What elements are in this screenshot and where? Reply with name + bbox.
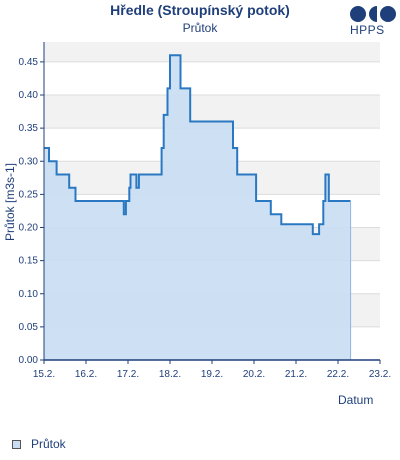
series-line bbox=[44, 54, 351, 236]
x-tick-label: 23.2. bbox=[369, 369, 391, 380]
x-tick-label: 17.2. bbox=[117, 369, 139, 380]
y-tick-label: 0.30 bbox=[19, 156, 39, 167]
series-fill bbox=[44, 55, 351, 361]
chart-title: Hředle (Stroupínský potok) bbox=[110, 2, 290, 18]
x-tick-label: 20.2. bbox=[243, 369, 265, 380]
legend-label: Průtok bbox=[31, 437, 66, 451]
y-tick-label: 0.05 bbox=[19, 322, 39, 333]
hpps-logo-icon bbox=[350, 6, 396, 22]
legend: Průtok bbox=[12, 437, 66, 451]
y-tick-label: 0.15 bbox=[19, 256, 39, 267]
y-tick-label: 0.35 bbox=[19, 123, 39, 134]
x-tick-label: 18.2. bbox=[159, 369, 181, 380]
y-tick-label: 0.10 bbox=[19, 289, 39, 300]
y-tick-label: 0.20 bbox=[19, 223, 39, 234]
y-tick-label: 0.00 bbox=[19, 355, 39, 366]
x-tick-label: 15.2. bbox=[33, 369, 55, 380]
y-tick-label: 0.45 bbox=[19, 57, 39, 68]
series-area bbox=[44, 54, 352, 361]
x-tick-label: 21.2. bbox=[285, 369, 307, 380]
y-tick-label: 0.40 bbox=[19, 90, 39, 101]
logo-text: HPPS bbox=[350, 23, 385, 37]
x-tick-labels: 15.2. 16.2. 17.2. 18.2. 19.2. 20.2. 21.2. 22.2.… bbox=[33, 360, 391, 380]
x-axis-label: Datum bbox=[338, 393, 374, 407]
y-tick-label: 0.25 bbox=[19, 189, 39, 200]
x-tick-label: 22.2. bbox=[327, 369, 349, 380]
background-band bbox=[44, 42, 380, 62]
x-tick-label: 19.2. bbox=[201, 369, 223, 380]
y-tick-labels: 0.00 0.05 0.10 0.15 0.20 0.25 0.30 0.35 0.40 0.45 bbox=[19, 57, 44, 366]
legend-swatch bbox=[12, 439, 21, 449]
x-tick-label: 16.2. bbox=[75, 369, 97, 380]
chart-subtitle: Průtok bbox=[182, 21, 218, 35]
y-axis-label: Průtok [m3s-1] bbox=[3, 162, 17, 242]
